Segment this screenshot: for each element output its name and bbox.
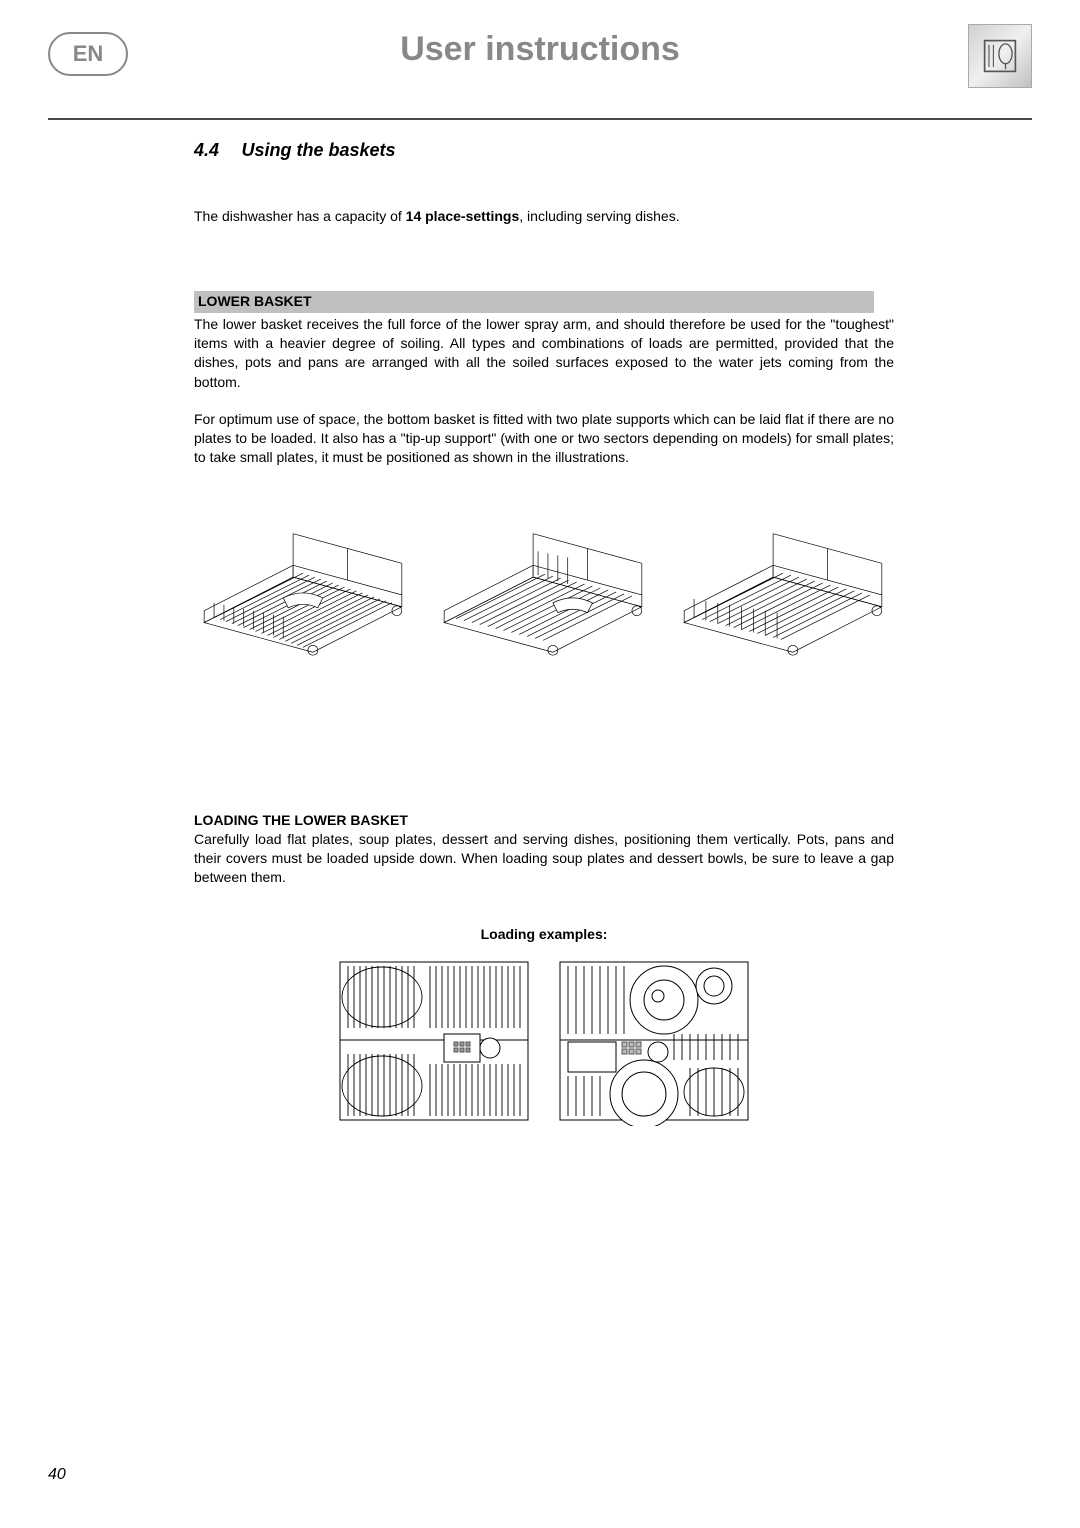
basket-illustration-row [194, 504, 894, 672]
lower-basket-para1: The lower basket receives the full force… [194, 315, 894, 392]
content-area: 4.4 Using the baskets The dishwasher has… [194, 140, 894, 1126]
intro-paragraph: The dishwasher has a capacity of 14 plac… [194, 207, 894, 227]
basket-figure-2 [434, 504, 652, 672]
lower-basket-bar: LOWER BASKET [194, 291, 874, 313]
section-heading: 4.4 Using the baskets [194, 140, 894, 161]
lower-basket-para2: For optimum use of space, the bottom bas… [194, 410, 894, 468]
lower-basket-heading: LOWER BASKET [198, 293, 312, 309]
loading-example-2 [554, 956, 754, 1126]
loading-examples-row [194, 956, 894, 1126]
header-divider [48, 118, 1032, 120]
section-title: Using the baskets [241, 140, 395, 161]
intro-bold: 14 place-settings [406, 208, 520, 224]
section-number: 4.4 [194, 140, 219, 161]
loading-example-1 [334, 956, 534, 1126]
page-number: 40 [48, 1466, 66, 1484]
basket-figure-3 [674, 504, 892, 672]
product-icon [968, 24, 1032, 88]
basket-figure-1 [194, 504, 412, 672]
loading-examples-heading: Loading examples: [194, 926, 894, 942]
loading-para: Carefully load flat plates, soup plates,… [194, 830, 894, 888]
loading-heading: LOADING THE LOWER BASKET [194, 812, 894, 828]
page-title: User instructions [0, 30, 1080, 69]
intro-suffix: , including serving dishes. [519, 208, 679, 224]
intro-prefix: The dishwasher has a capacity of [194, 208, 406, 224]
